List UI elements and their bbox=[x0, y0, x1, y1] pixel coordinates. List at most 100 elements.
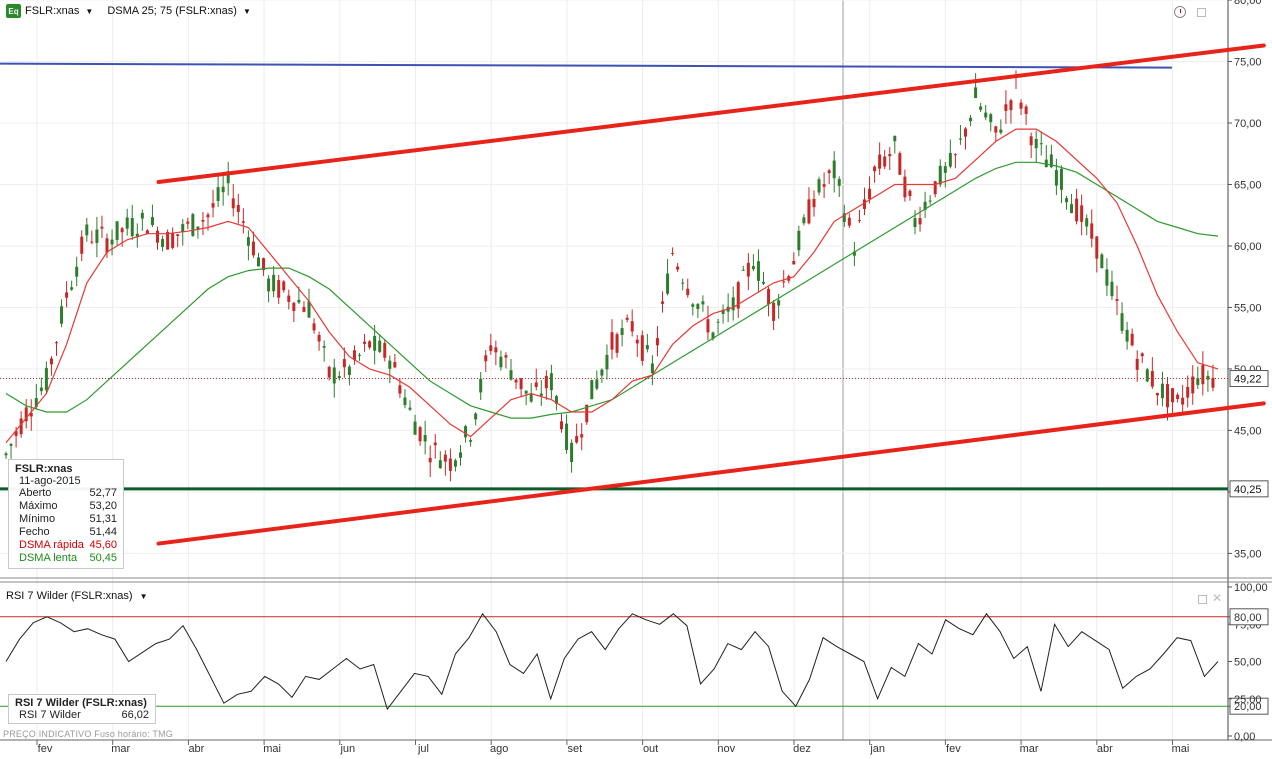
candle-body bbox=[539, 393, 543, 396]
candle-body bbox=[534, 382, 538, 387]
candle-body bbox=[156, 230, 159, 243]
rsi-tick-label: 100,00 bbox=[1234, 582, 1268, 594]
candle-body bbox=[145, 230, 149, 234]
candle-body bbox=[585, 404, 589, 423]
y-tick-label: 65,00 bbox=[1234, 179, 1262, 191]
rsi-label-box bbox=[1229, 697, 1269, 715]
candle-body bbox=[711, 332, 715, 339]
candle-body bbox=[317, 334, 321, 342]
candle-body bbox=[14, 431, 18, 436]
candle-body bbox=[34, 398, 38, 407]
info-value: 51,31 bbox=[89, 513, 117, 525]
candle-body bbox=[898, 153, 902, 175]
rsi-maximize-icon[interactable] bbox=[1198, 595, 1207, 604]
trend-line-lower bbox=[156, 401, 1266, 546]
rsi-close-icon[interactable]: ✕ bbox=[1212, 591, 1223, 605]
symbol-selector[interactable]: FSLR:xnas bbox=[25, 5, 80, 17]
candle-body bbox=[797, 230, 801, 251]
candle-body bbox=[923, 201, 927, 210]
candle-body bbox=[287, 295, 291, 302]
rsi-tick-label: 50,00 bbox=[1234, 657, 1262, 669]
rsi-dropdown-icon[interactable]: ▼ bbox=[139, 592, 148, 601]
candle-body bbox=[1044, 159, 1048, 168]
candle-body bbox=[453, 460, 457, 467]
candle-body bbox=[1171, 388, 1175, 403]
x-tick-label: abr bbox=[188, 743, 204, 755]
maximize-icon[interactable] bbox=[1197, 8, 1206, 17]
candle-body bbox=[807, 199, 811, 224]
candle-body bbox=[150, 217, 154, 225]
candle-body bbox=[655, 338, 659, 346]
x-tick-label: out bbox=[643, 743, 658, 755]
candle-body bbox=[792, 261, 796, 265]
candle-body bbox=[736, 282, 740, 309]
candle-body bbox=[827, 170, 831, 174]
x-tick-label: fev bbox=[946, 743, 961, 755]
indicator-dropdown-icon[interactable]: ▼ bbox=[242, 6, 251, 16]
info-title: FSLR:xnas bbox=[15, 463, 73, 475]
ohlc-info-box: FSLR:xnas 11-ago-2015 Aberto 52,77 Máximo 5… bbox=[8, 459, 124, 569]
info-value: 53,20 bbox=[89, 500, 117, 512]
info-label: Mínimo bbox=[19, 513, 56, 525]
x-tick-label: abr bbox=[1097, 743, 1113, 755]
candle-body bbox=[403, 397, 407, 406]
candle-body bbox=[595, 379, 599, 389]
candle-body bbox=[302, 306, 306, 312]
candle-body bbox=[29, 413, 33, 417]
candle-body bbox=[565, 423, 569, 451]
candle-body bbox=[847, 217, 851, 226]
candle-body bbox=[282, 281, 286, 291]
candle-body bbox=[75, 266, 79, 277]
x-tick-label: mai bbox=[263, 743, 281, 755]
info-row: DSMA rápida 45,60 bbox=[15, 539, 117, 552]
info-row: Aberto 52,77 bbox=[15, 487, 117, 500]
candle-body bbox=[347, 366, 351, 375]
info-date: 11-ago-2015 bbox=[19, 475, 81, 487]
price-label-box bbox=[1229, 480, 1269, 498]
candle-body bbox=[398, 385, 402, 394]
candle-body bbox=[1065, 198, 1068, 203]
candle-body bbox=[312, 323, 316, 331]
candle-body bbox=[989, 114, 993, 123]
info-value: 50,45 bbox=[89, 552, 117, 564]
indicator-selector[interactable]: DSMA 25; 75 (FSLR:xnas) bbox=[107, 5, 237, 17]
candle-body bbox=[1080, 205, 1084, 222]
candle-body bbox=[696, 304, 700, 310]
candle-body bbox=[1009, 100, 1013, 111]
clock-icon[interactable] bbox=[1174, 6, 1186, 18]
candle-body bbox=[782, 281, 786, 283]
candle-body bbox=[822, 184, 826, 187]
candle-body bbox=[378, 340, 382, 352]
candle-body bbox=[883, 156, 887, 167]
candle-body bbox=[236, 204, 240, 213]
candle-body bbox=[605, 354, 609, 370]
price-label: 49,22 bbox=[1234, 374, 1262, 386]
candle-body bbox=[852, 251, 856, 256]
candle-body bbox=[388, 360, 392, 369]
candle-body bbox=[746, 262, 750, 277]
candle-body bbox=[1029, 136, 1033, 146]
candle-body bbox=[999, 129, 1003, 133]
candle-body bbox=[408, 407, 412, 410]
x-tick-label: mai bbox=[1172, 743, 1190, 755]
y-tick-label: 75,00 bbox=[1234, 56, 1262, 68]
candle-body bbox=[1100, 254, 1104, 269]
candle-body bbox=[514, 379, 518, 383]
candle-body bbox=[549, 373, 553, 391]
candle-body bbox=[842, 213, 846, 222]
candle-body bbox=[358, 354, 361, 356]
candle-body bbox=[125, 217, 129, 229]
candle-body bbox=[1125, 329, 1129, 342]
price-label-box bbox=[1229, 370, 1269, 388]
candle-body bbox=[105, 238, 109, 253]
rsi-title[interactable]: RSI 7 Wilder (FSLR:xnas) ▼ bbox=[6, 590, 148, 602]
candle-body bbox=[1034, 138, 1038, 149]
rsi-label-box bbox=[1229, 608, 1269, 626]
symbol-dropdown-icon[interactable]: ▼ bbox=[85, 6, 94, 16]
candle-body bbox=[176, 234, 180, 236]
candle-body bbox=[368, 341, 372, 348]
candle-body bbox=[322, 346, 326, 348]
candle-body bbox=[650, 363, 654, 374]
footer-note: PREÇO INDICATIVO Fuso horário: TMG bbox=[3, 729, 173, 739]
candle-body bbox=[974, 87, 978, 99]
